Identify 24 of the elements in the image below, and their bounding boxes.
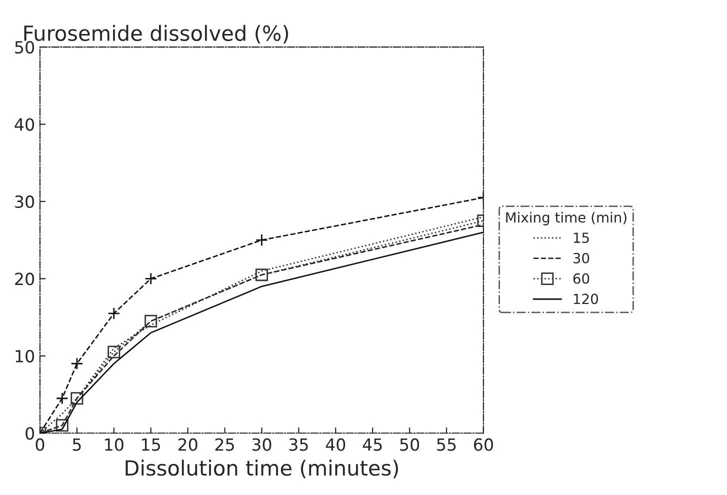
x-tick-label: 55 xyxy=(437,438,456,451)
x-tick-label: 30 xyxy=(252,438,272,451)
x-tick-label: 5 xyxy=(72,438,81,451)
x-tick-label: 50 xyxy=(400,438,420,451)
x-tick-label: 20 xyxy=(178,438,198,451)
legend-label: 120 xyxy=(574,294,598,304)
x-axis-title: Dissolution time (minutes) xyxy=(126,460,398,478)
y-tick-label: 30 xyxy=(15,195,34,208)
legend-label: 60 xyxy=(573,273,590,284)
x-tick-label: 35 xyxy=(289,438,308,451)
y-tick-label: 0 xyxy=(26,427,34,440)
x-tick-label: 40 xyxy=(326,438,346,451)
x-tick-label: 60 xyxy=(474,438,493,451)
x-tick-label: 15 xyxy=(142,438,160,451)
legend-title: Mixing time (min) xyxy=(506,212,626,226)
legend-label: 15 xyxy=(574,232,589,244)
x-tick-label: 10 xyxy=(105,438,124,451)
y-tick-label: 20 xyxy=(15,272,34,286)
y-tick-label: 40 xyxy=(14,118,34,131)
y-tick-label: 10 xyxy=(16,350,34,362)
x-tick-label: 45 xyxy=(362,438,382,451)
x-tick-label: 0 xyxy=(36,438,44,451)
legend-label: 30 xyxy=(573,252,590,264)
x-tick-label: 25 xyxy=(215,438,234,451)
